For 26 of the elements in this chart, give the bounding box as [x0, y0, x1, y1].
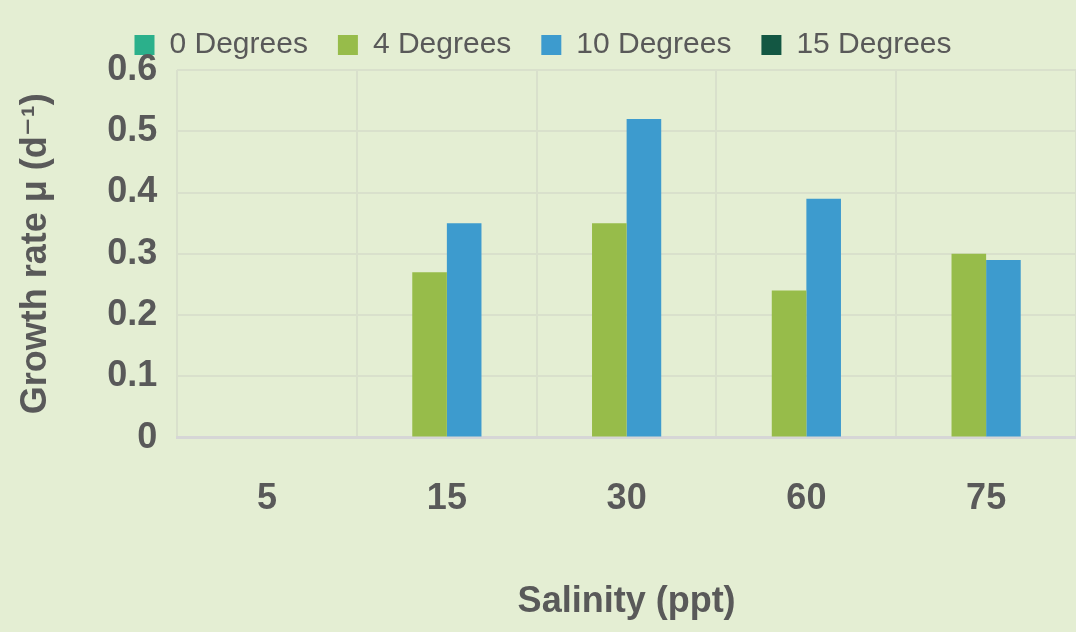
bar: [951, 253, 987, 437]
legend-label: 15 Degrees: [796, 26, 952, 60]
bar: [626, 119, 662, 437]
y-tick-label: 0.6: [107, 46, 158, 88]
y-tick-label: 0.4: [107, 169, 158, 211]
legend-label: 0 Degrees: [169, 26, 308, 60]
y-tick-label: 0.1: [107, 353, 158, 395]
bar: [771, 290, 807, 437]
y-tick-label: 0.2: [107, 291, 158, 333]
x-tick-label: 60: [786, 476, 827, 518]
y-tick-label: 0: [137, 414, 158, 456]
y-axis-title: Growth rate μ (d⁻¹): [12, 93, 54, 415]
bar: [592, 223, 627, 437]
x-axis-title: Salinity (ppt): [517, 579, 736, 621]
x-tick-label: 75: [966, 476, 1007, 518]
legend-label: 10 Degrees: [576, 26, 732, 60]
bar: [412, 272, 447, 437]
y-tick-label: 0.5: [107, 108, 158, 150]
bar: [446, 223, 482, 437]
bar: [806, 198, 841, 437]
x-tick-label: 30: [606, 476, 647, 518]
y-tick-label: 0.3: [107, 230, 158, 272]
legend-label: 4 Degrees: [372, 26, 512, 60]
x-tick-label: 15: [426, 476, 467, 518]
x-tick-label: 5: [257, 476, 278, 518]
bar: [986, 259, 1021, 437]
